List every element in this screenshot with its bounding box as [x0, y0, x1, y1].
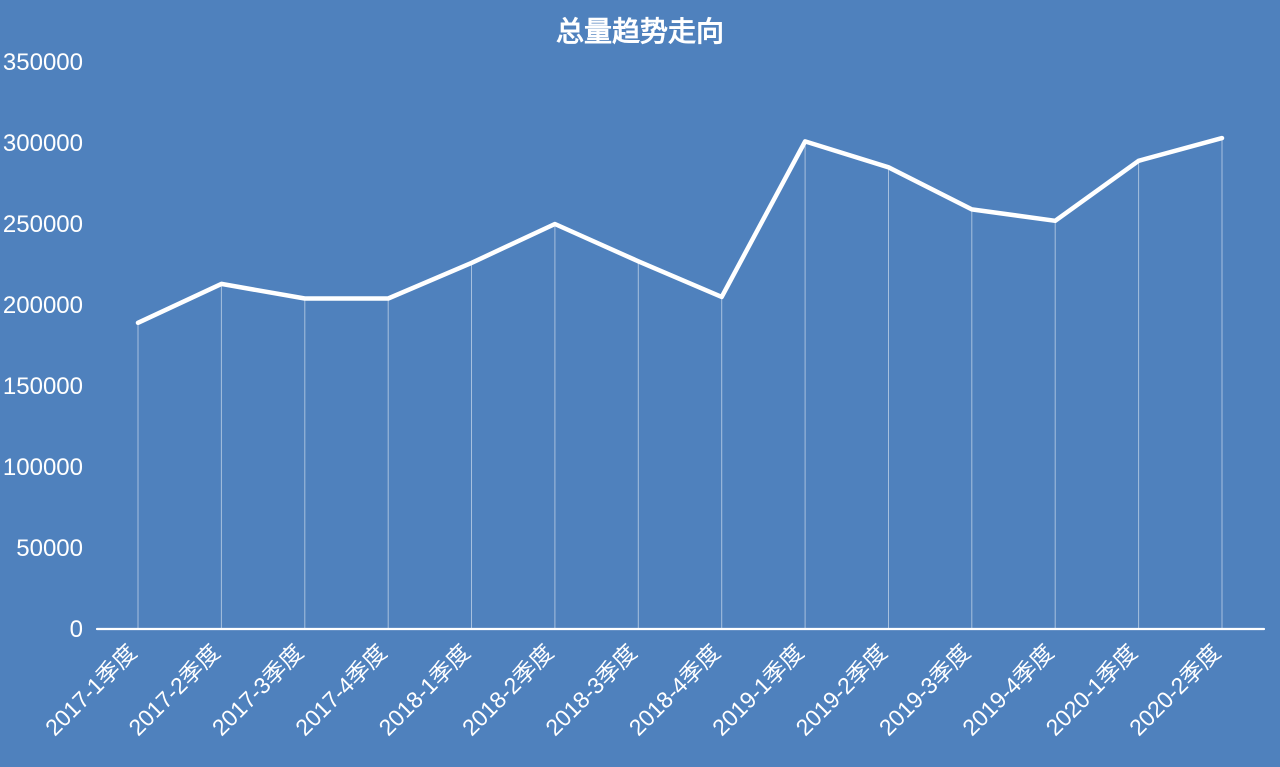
svg-text:100000: 100000 [3, 454, 83, 481]
svg-text:200000: 200000 [3, 292, 83, 319]
svg-text:150000: 150000 [3, 373, 83, 400]
svg-text:0: 0 [70, 616, 83, 643]
svg-text:50000: 50000 [16, 535, 83, 562]
svg-text:2020-2季度: 2020-2季度 [1124, 639, 1226, 741]
svg-text:350000: 350000 [3, 49, 83, 76]
svg-text:300000: 300000 [3, 130, 83, 157]
svg-text:250000: 250000 [3, 211, 83, 238]
